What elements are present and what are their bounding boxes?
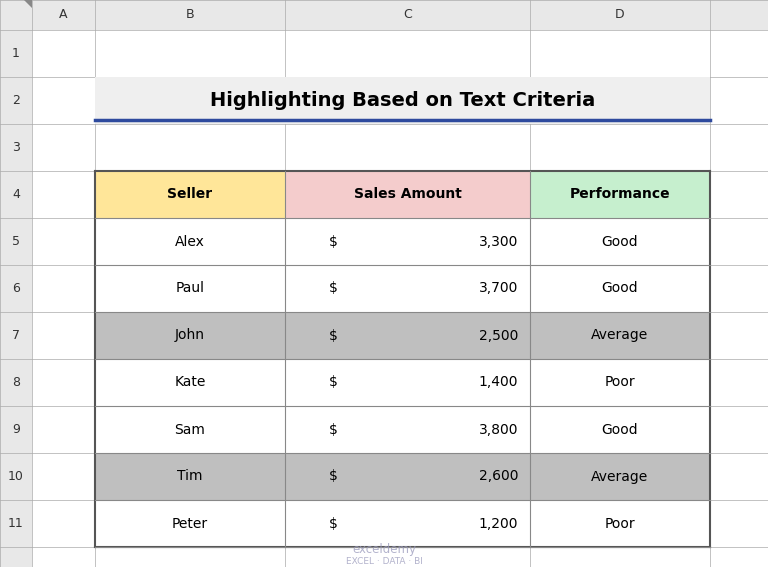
Text: Poor: Poor — [604, 375, 635, 390]
Bar — [95, 453, 285, 500]
Text: 3,800: 3,800 — [478, 422, 518, 437]
Text: EXCEL · DATA · BI: EXCEL · DATA · BI — [346, 557, 422, 566]
Text: 3,300: 3,300 — [478, 235, 518, 248]
Text: 1: 1 — [12, 47, 20, 60]
Text: 3,700: 3,700 — [478, 281, 518, 295]
Text: Peter: Peter — [172, 517, 208, 531]
Text: 2: 2 — [12, 94, 20, 107]
Text: $: $ — [329, 281, 338, 295]
Bar — [0, 0, 32, 567]
Text: Sam: Sam — [174, 422, 205, 437]
Text: B: B — [186, 9, 194, 22]
Text: $: $ — [329, 469, 338, 484]
Text: C: C — [403, 9, 412, 22]
Bar — [530, 312, 710, 359]
Text: Paul: Paul — [176, 281, 204, 295]
Text: John: John — [175, 328, 205, 342]
Text: Performance: Performance — [570, 188, 670, 201]
Text: $: $ — [329, 517, 338, 531]
Text: Average: Average — [591, 469, 649, 484]
Text: 5: 5 — [12, 235, 20, 248]
Bar — [530, 265, 710, 312]
Bar — [95, 312, 285, 359]
Bar — [530, 453, 710, 500]
Text: 8: 8 — [12, 376, 20, 389]
Bar — [285, 312, 530, 359]
Bar — [285, 218, 530, 265]
Bar — [285, 171, 530, 218]
Bar — [530, 171, 710, 218]
Text: Seller: Seller — [167, 188, 213, 201]
Text: 11: 11 — [8, 517, 24, 530]
Bar — [0, 0, 768, 30]
Text: $: $ — [329, 375, 338, 390]
Text: $: $ — [329, 235, 338, 248]
Text: 1,400: 1,400 — [478, 375, 518, 390]
Bar — [95, 500, 285, 547]
Text: 6: 6 — [12, 282, 20, 295]
Bar — [530, 359, 710, 406]
Text: exceldemy: exceldemy — [352, 543, 416, 556]
Text: Average: Average — [591, 328, 649, 342]
Text: Sales Amount: Sales Amount — [353, 188, 462, 201]
Text: 9: 9 — [12, 423, 20, 436]
Text: Highlighting Based on Text Criteria: Highlighting Based on Text Criteria — [210, 91, 595, 110]
Bar — [95, 265, 285, 312]
Text: Poor: Poor — [604, 517, 635, 531]
Text: 1,200: 1,200 — [478, 517, 518, 531]
Bar — [95, 406, 285, 453]
Bar — [530, 500, 710, 547]
Bar — [530, 218, 710, 265]
Text: Good: Good — [601, 422, 638, 437]
Bar — [285, 265, 530, 312]
Text: 3: 3 — [12, 141, 20, 154]
Bar — [285, 406, 530, 453]
Text: 10: 10 — [8, 470, 24, 483]
Text: 2,500: 2,500 — [478, 328, 518, 342]
Text: A: A — [59, 9, 68, 22]
Text: Kate: Kate — [174, 375, 206, 390]
Text: Good: Good — [601, 235, 638, 248]
Text: 2,600: 2,600 — [478, 469, 518, 484]
Text: 7: 7 — [12, 329, 20, 342]
Text: D: D — [615, 9, 625, 22]
Text: 4: 4 — [12, 188, 20, 201]
Bar — [285, 500, 530, 547]
Bar — [95, 171, 285, 218]
Text: $: $ — [329, 328, 338, 342]
Text: $: $ — [329, 422, 338, 437]
Bar — [530, 406, 710, 453]
Bar — [95, 77, 710, 124]
Polygon shape — [24, 0, 32, 8]
Text: Good: Good — [601, 281, 638, 295]
Text: Alex: Alex — [175, 235, 205, 248]
Text: Tim: Tim — [177, 469, 203, 484]
Bar — [285, 359, 530, 406]
Bar — [95, 359, 285, 406]
Bar — [285, 453, 530, 500]
Bar — [95, 218, 285, 265]
